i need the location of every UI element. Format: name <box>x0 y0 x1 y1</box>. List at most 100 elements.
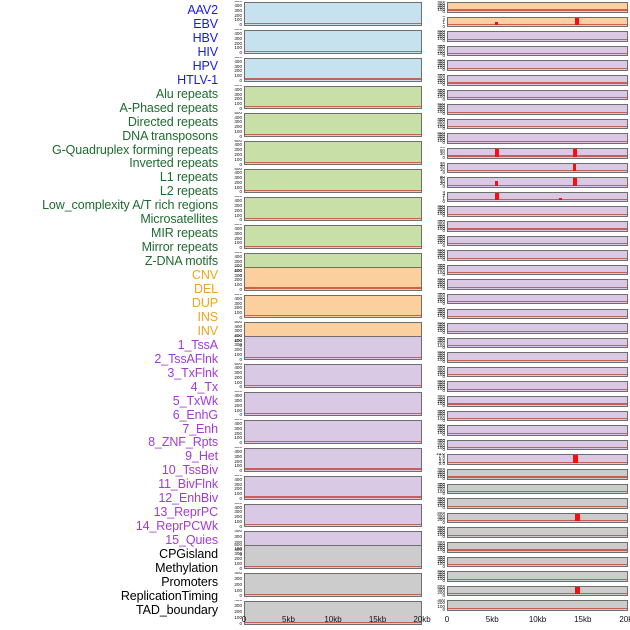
y-tick-label: 400 <box>437 570 445 575</box>
track-label: INS <box>197 309 218 324</box>
y-tick-label: 300 <box>437 309 445 315</box>
y-tick-label: 0 <box>442 52 445 58</box>
track-plot <box>447 147 628 159</box>
track-label: AAV2 <box>187 3 218 17</box>
y-tick-label: 3 <box>442 190 445 196</box>
track-plot <box>447 118 628 130</box>
y-tick-label: 300 <box>437 279 445 285</box>
y-tick-label: 0 <box>442 96 445 102</box>
track-row-left: 0100200300400500 <box>222 503 422 531</box>
track-label: HTLV-1 <box>177 72 218 87</box>
track-baseline <box>245 287 421 289</box>
y-axis: 0100200300400500 <box>425 570 446 585</box>
y-tick-label: 0 <box>239 551 242 557</box>
y-tick-label: 300 <box>234 300 242 306</box>
track-row-right: 0100200300400500 <box>425 249 628 264</box>
y-tick-label: 80 <box>440 176 445 179</box>
track-label: MIR repeats <box>151 226 218 241</box>
track-plot <box>447 133 628 144</box>
track-row-left: 0100200300400500 <box>222 29 422 57</box>
y-tick-label: 400 <box>437 514 445 520</box>
histogram-peak <box>494 148 499 157</box>
y-tick-label: 100 <box>437 603 445 609</box>
y-tick-label: 100 <box>437 284 445 290</box>
track-label: Low_complexity A/T rich regions <box>42 198 218 213</box>
track-baseline <box>448 461 627 464</box>
track-row-right: 0100200300400500 <box>425 118 628 133</box>
y-axis: 01234 <box>425 191 446 206</box>
y-tick-label: 0 <box>442 300 445 306</box>
y-tick-label: 500 <box>234 224 242 227</box>
y-tick-label: 100 <box>437 503 445 509</box>
y-tick-label: 200 <box>437 33 445 39</box>
track-row-right: 0100200300400500 <box>425 308 628 323</box>
track-plot <box>244 141 422 166</box>
y-tick-label: 300 <box>234 398 242 404</box>
track-plot <box>447 308 628 320</box>
y-tick-label: 0 <box>442 67 445 73</box>
track-label: 9_Het <box>185 449 218 464</box>
y-tick-label: 500 <box>437 322 445 325</box>
y-tick-label: 400 <box>437 482 445 488</box>
track-baseline <box>448 228 627 230</box>
y-axis: 0100200300400500 <box>222 335 243 363</box>
y-tick-label: 200 <box>234 556 242 562</box>
y-axis: 0100200300400500 <box>425 351 446 366</box>
y-tick-label: 200 <box>437 223 445 229</box>
y-tick-label: 200 <box>437 398 445 404</box>
y-tick-label: 400 <box>437 497 445 502</box>
y-tick-label: 500 <box>437 59 445 62</box>
track-baseline <box>448 491 627 493</box>
y-tick-label: 300 <box>234 551 242 557</box>
y-axis: 0100200300400500 <box>425 424 446 439</box>
y-tick-label: 100 <box>234 491 242 497</box>
y-tick-label: 0 <box>442 403 445 409</box>
y-tick-label: 400 <box>234 170 242 176</box>
y-tick-label: 500 <box>234 112 242 115</box>
y-tick-label: 300 <box>437 396 445 402</box>
y-tick-label: 300 <box>234 119 242 125</box>
y-tick-label: 200 <box>437 209 445 215</box>
y-axis: 0100200300400500 <box>425 1 446 16</box>
track-plot <box>447 337 628 349</box>
y-axis: 0100200300400500 <box>425 366 446 381</box>
track-baseline <box>448 330 627 332</box>
y-tick-label: 400 <box>437 234 445 240</box>
y-tick-label: 0 <box>442 432 445 438</box>
y-tick-label: 400 <box>437 322 445 327</box>
track-plot <box>244 169 422 194</box>
y-tick-label: 300 <box>437 250 445 256</box>
y-tick-label: 500 <box>437 556 445 559</box>
y-tick-label: 100 <box>234 519 242 525</box>
track-plot <box>447 425 628 436</box>
x-tick-label: 0 <box>241 615 247 624</box>
y-tick-label: 100 <box>234 17 242 23</box>
y-tick-label: 200 <box>234 68 242 74</box>
y-tick-label: 300 <box>234 175 242 181</box>
y-axis: 020406080 <box>425 176 446 191</box>
y-tick-label: 0 <box>442 344 445 350</box>
y-tick-label: 300 <box>234 603 242 609</box>
track-row-right: 0100200300400500 <box>425 322 628 337</box>
track-plot <box>447 279 628 290</box>
y-tick-label: 20 <box>439 164 445 170</box>
track-baseline <box>448 578 627 580</box>
y-tick-label: 0 <box>442 490 445 496</box>
y-tick-label: 0 <box>442 242 445 248</box>
y-tick-label: 400 <box>234 530 242 533</box>
y-tick-label: 200 <box>437 48 445 54</box>
track-baseline <box>245 217 421 219</box>
y-tick-label: 400 <box>234 86 242 92</box>
y-tick-label: 0 <box>442 169 445 175</box>
y-tick-label: 200 <box>234 305 242 311</box>
track-row-left: 0100200300400500 <box>222 112 422 140</box>
x-tick-label: 0 <box>444 615 450 624</box>
y-tick-label: 200 <box>437 340 445 346</box>
y-tick-label: 0 <box>239 412 242 418</box>
y-tick-label: 100 <box>437 79 445 85</box>
y-tick-label: 400 <box>234 476 242 482</box>
histogram-peak <box>494 181 498 186</box>
